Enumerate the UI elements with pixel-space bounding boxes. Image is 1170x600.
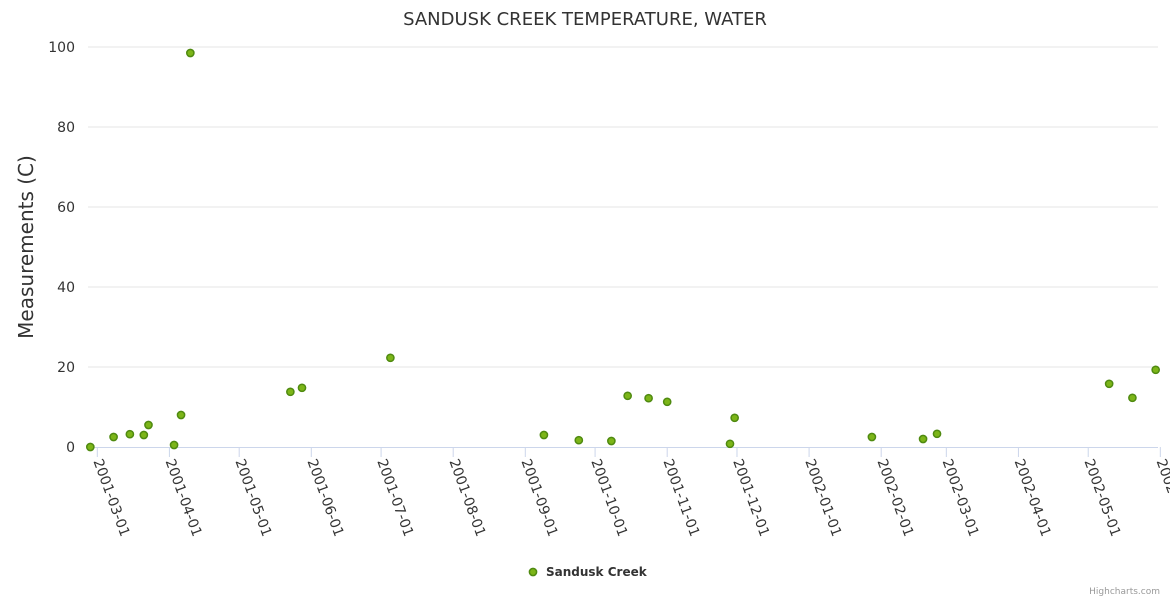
y-tick-label: 40 — [57, 280, 75, 296]
x-tick-label: 2001-07-01 — [373, 457, 416, 539]
data-point[interactable] — [109, 432, 118, 442]
chart-title: SANDUSK CREEK TEMPERATURE, WATER — [403, 9, 767, 30]
data-point[interactable] — [662, 397, 672, 407]
data-point[interactable] — [1151, 365, 1161, 375]
x-tick-label: 2002-02-01 — [873, 457, 916, 539]
y-tick-label: 80 — [57, 120, 75, 136]
data-point[interactable] — [932, 429, 942, 439]
y-axis-label: Measurements (C) — [14, 155, 38, 339]
data-point[interactable] — [85, 442, 95, 452]
data-point[interactable] — [169, 440, 179, 450]
y-tick-label: 20 — [57, 360, 75, 376]
y-tick-label: 0 — [66, 440, 75, 456]
y-tick-label: 60 — [57, 200, 75, 216]
x-tick-label: 2002-01-01 — [801, 457, 844, 539]
legend-label[interactable]: Sandusk Creek — [546, 565, 648, 579]
x-tick-label: 2001-06-01 — [304, 457, 347, 539]
data-point[interactable] — [725, 439, 735, 449]
x-tick-label: 2001-05-01 — [231, 457, 274, 539]
data-point[interactable] — [125, 429, 135, 439]
data-point[interactable] — [574, 435, 584, 445]
data-point[interactable] — [730, 413, 740, 423]
data-point[interactable] — [644, 393, 653, 403]
x-tick-label: 2002-06-01 — [1153, 457, 1170, 539]
data-point[interactable] — [139, 430, 149, 440]
data-point[interactable] — [1128, 393, 1137, 403]
legend[interactable]: Sandusk Creek — [528, 565, 648, 579]
data-point[interactable] — [386, 353, 395, 363]
legend-marker — [528, 567, 538, 577]
x-tick-label: 2002-05-01 — [1080, 457, 1123, 539]
data-point[interactable] — [185, 48, 195, 58]
data-point[interactable] — [286, 387, 295, 397]
x-tick-label: 2001-04-01 — [162, 457, 205, 539]
data-point[interactable] — [297, 383, 307, 393]
y-tick-label: 100 — [48, 40, 75, 56]
x-tick-label: 2001-12-01 — [729, 457, 772, 539]
data-point[interactable] — [176, 410, 186, 420]
gridlines — [88, 46, 1158, 368]
data-point[interactable] — [539, 430, 549, 440]
x-tick-label: 2001-09-01 — [518, 457, 561, 539]
y-axis-ticks: 0 20 40 60 80 100 — [48, 40, 75, 456]
data-point[interactable] — [623, 391, 633, 401]
scatter-series[interactable] — [85, 48, 1161, 452]
credits[interactable]: Highcharts.com — [1089, 587, 1160, 597]
data-point[interactable] — [607, 436, 616, 446]
data-point[interactable] — [867, 432, 877, 442]
x-axis: 2001-03-01 2001-04-01 2001-05-01 2001-06-01… — [88, 447, 1170, 539]
x-tick-label: 2002-03-01 — [939, 457, 982, 539]
data-point[interactable] — [1104, 379, 1114, 389]
data-point[interactable] — [918, 434, 928, 444]
data-point[interactable] — [144, 420, 153, 430]
x-tick-label: 2002-04-01 — [1011, 457, 1054, 539]
x-tick-label: 2001-08-01 — [445, 457, 488, 539]
x-tick-label: 2001-11-01 — [659, 457, 702, 539]
x-tick-label: 2001-10-01 — [587, 457, 630, 539]
x-tick-label: 2001-03-01 — [90, 457, 133, 539]
